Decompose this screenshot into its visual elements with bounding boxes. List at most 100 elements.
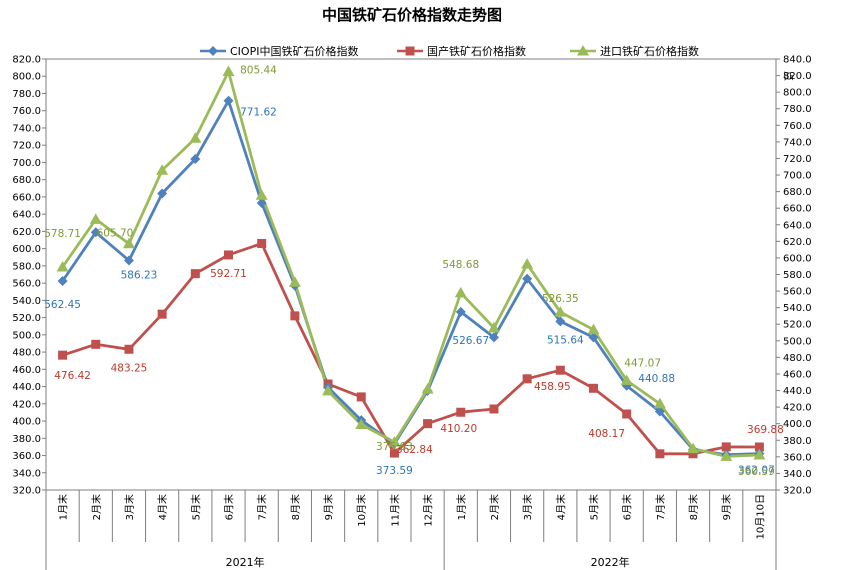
x-tick-label: 7月末 [256, 494, 269, 520]
left-tick-label: 360.0 [12, 451, 41, 462]
data-label: 548.68 [442, 259, 479, 271]
x-tick-label: 2月末 [90, 494, 103, 520]
right-tick-label: 320.0 [783, 486, 812, 497]
data-label: 515.64 [547, 334, 584, 346]
data-point [288, 276, 301, 287]
right-tick-label: 380.0 [783, 436, 812, 447]
data-point [190, 153, 201, 164]
left-tick-label: 760.0 [12, 106, 41, 117]
data-label: 362.07 [738, 465, 775, 477]
right-axis-unit: 点 [782, 71, 794, 81]
x-tick-label: 10月末 [355, 494, 368, 527]
legend-label: 进口铁矿石价格指数 [600, 44, 699, 58]
right-y-axis: 320.0 340.0 360.0 380.0 400.0 420.0 440.0 460.0… [776, 55, 812, 497]
data-point [620, 374, 633, 385]
data-point [655, 449, 665, 459]
data-point [356, 392, 366, 402]
left-tick-label: 400.0 [12, 417, 41, 428]
right-tick-label: 800.0 [783, 88, 812, 99]
x-tick-label: 6月末 [621, 494, 634, 520]
data-point [124, 344, 134, 354]
left-y-axis: 320.0 340.0 360.0 380.0 400.0 420.0 440.0 460.0… [12, 55, 46, 497]
data-point [721, 442, 731, 452]
year-label: 2021年 [226, 555, 265, 569]
legend-marker [208, 46, 218, 56]
data-label: 526.35 [542, 293, 579, 305]
data-point [454, 286, 467, 298]
data-point [355, 418, 368, 429]
right-tick-label: 680.0 [783, 187, 812, 198]
left-tick-label: 720.0 [12, 141, 41, 152]
left-tick-label: 420.0 [12, 399, 41, 410]
series-line [61, 70, 760, 458]
x-tick-label: 9月末 [720, 494, 733, 520]
data-label: 562.45 [44, 299, 81, 311]
data-point [423, 419, 433, 429]
x-tick-label: 2月末 [488, 494, 501, 520]
data-point [90, 227, 101, 238]
left-tick-label: 340.0 [12, 468, 41, 479]
left-tick-label: 580.0 [12, 261, 41, 272]
right-tick-label: 740.0 [783, 137, 812, 148]
data-point [256, 197, 267, 208]
legend-label: CIOPI中国铁矿石价格指数 [230, 44, 358, 58]
data-label: 805.44 [240, 65, 277, 77]
right-tick-label: 360.0 [783, 452, 812, 463]
series-group [56, 65, 766, 461]
right-tick-label: 660.0 [783, 204, 812, 215]
data-point [489, 404, 499, 414]
data-labels: 562.45 586.23 771.62 373.59 526.67 515.64 440.… [44, 65, 784, 478]
data-point [224, 250, 233, 260]
x-tick-label: 8月末 [687, 494, 700, 520]
x-tick-label: 8月末 [289, 494, 302, 520]
legend-marker [577, 45, 589, 56]
x-tick-label: 12月末 [422, 494, 435, 527]
left-tick-label: 680.0 [12, 175, 41, 186]
x-tick-label: 1月末 [57, 494, 70, 520]
series-line [62, 242, 760, 456]
data-label: 375.63 [376, 441, 413, 453]
data-label: 483.25 [111, 362, 148, 374]
data-point [654, 406, 665, 417]
chart-title: 中国铁矿石价格指数走势图 [322, 6, 502, 24]
left-tick-label: 780.0 [12, 89, 41, 100]
right-tick-label: 480.0 [783, 353, 812, 364]
data-label: 476.42 [54, 370, 91, 382]
data-point [257, 238, 267, 248]
right-tick-label: 820.0 [783, 71, 812, 82]
left-tick-label: 520.0 [12, 313, 41, 324]
data-point [555, 316, 566, 327]
x-tick-label: 3月末 [123, 494, 136, 520]
data-point [389, 448, 399, 458]
right-tick-label: 560.0 [783, 287, 812, 298]
data-point [555, 365, 565, 375]
data-point [487, 321, 500, 333]
left-tick-label: 800.0 [12, 72, 41, 83]
data-point [58, 350, 68, 360]
right-tick-label: 600.0 [783, 253, 812, 264]
x-tick-label: 6月末 [223, 494, 236, 520]
data-point [653, 397, 666, 409]
data-label: 771.62 [240, 107, 277, 119]
data-label: 526.67 [452, 335, 489, 347]
data-point [588, 332, 599, 343]
x-tick-label: 5月末 [189, 494, 202, 520]
data-label: 458.95 [534, 381, 571, 393]
data-point [223, 95, 234, 106]
x-tick-label: 4月末 [156, 494, 169, 520]
right-tick-label: 440.0 [783, 386, 812, 397]
right-tick-label: 840.0 [783, 55, 812, 66]
data-point [222, 65, 235, 77]
x-tick-label: 5月末 [588, 494, 601, 520]
x-tick-label: 4月末 [554, 494, 567, 520]
data-label: 578.71 [44, 228, 81, 240]
left-tick-label: 600.0 [12, 244, 41, 255]
data-point [91, 339, 101, 349]
right-tick-label: 620.0 [783, 237, 812, 248]
data-point [753, 449, 766, 460]
right-tick-label: 540.0 [783, 303, 812, 314]
right-tick-label: 780.0 [783, 104, 812, 115]
legend-label: 国产铁矿石价格指数 [427, 44, 526, 58]
left-tick-label: 660.0 [12, 192, 41, 203]
